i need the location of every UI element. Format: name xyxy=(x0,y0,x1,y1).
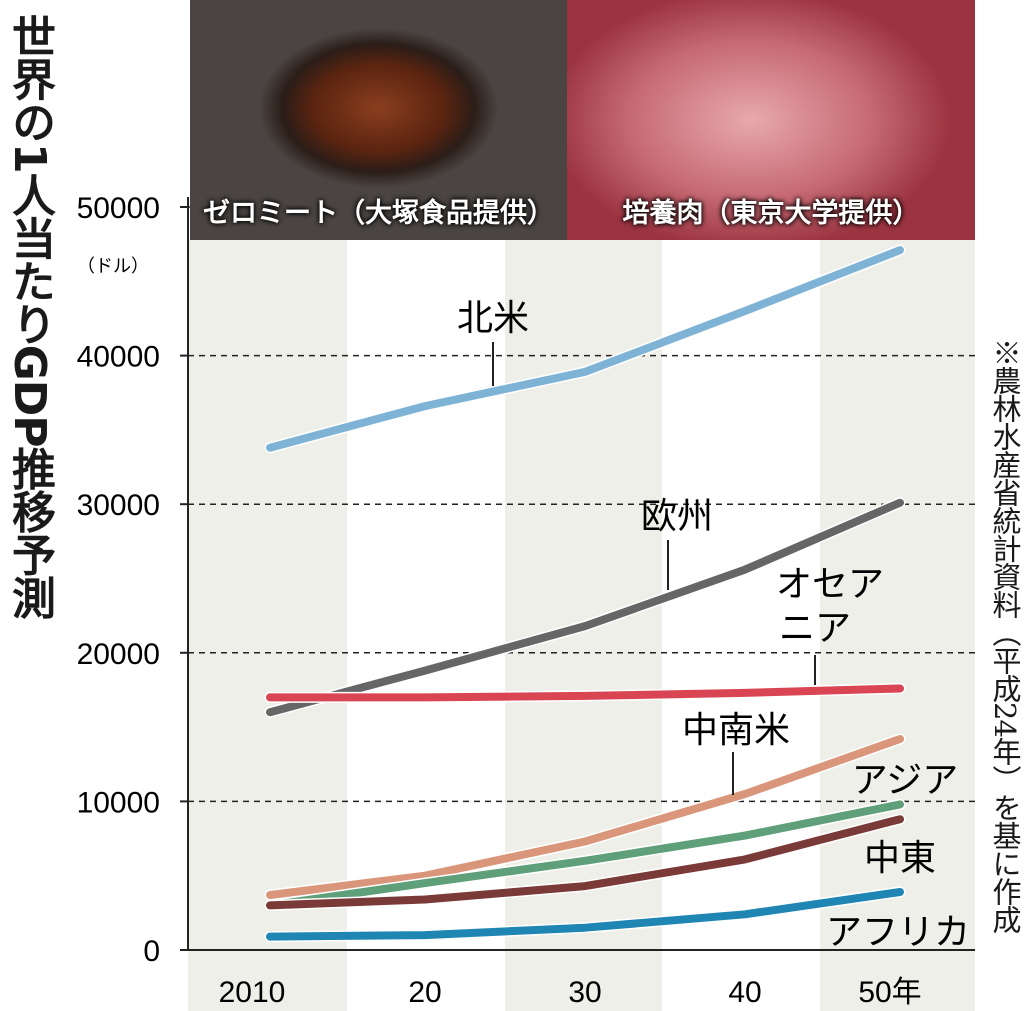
y-tick-label: 10000 xyxy=(77,786,160,819)
series-line-アフリカ xyxy=(266,888,904,941)
series-line-欧州 xyxy=(266,498,904,717)
series-line-アジア xyxy=(266,800,904,910)
y-tick-label: 40000 xyxy=(77,341,160,374)
photo-caption-right: 培養肉（東京大学提供） xyxy=(622,198,920,229)
zero-meat-photo: ゼロミート（大塚食品提供） xyxy=(190,0,567,240)
column-band xyxy=(662,240,820,1011)
cultured-meat-photo: 培養肉（東京大学提供） xyxy=(567,0,975,240)
y-tick-label: 0 xyxy=(143,935,160,968)
series-label: 北米 xyxy=(457,298,529,339)
column-band xyxy=(188,240,347,1011)
chart-title: 世界の1人当たりGDP推移予測 xyxy=(4,14,55,619)
x-tick-label: 30 xyxy=(568,976,601,1009)
column-band xyxy=(820,240,975,1011)
series-line-オセアニア xyxy=(266,684,904,702)
series-label: オセア xyxy=(776,564,884,605)
y-axis-unit: （ドル） xyxy=(77,256,149,277)
x-tick-label: 20 xyxy=(408,976,441,1009)
series-line-中東 xyxy=(266,815,904,910)
series-line-中南米 xyxy=(266,735,904,899)
photo-caption-left: ゼロミート（大塚食品提供） xyxy=(203,198,554,229)
series-label: アジア xyxy=(852,760,959,801)
series-label: 中東 xyxy=(864,838,936,879)
series-label: アフリカ xyxy=(826,912,970,953)
series-label: 中南米 xyxy=(682,710,790,751)
x-tick-label: 2010 xyxy=(219,976,286,1009)
series-line-北米 xyxy=(266,246,904,452)
x-tick-label: 40 xyxy=(728,976,761,1009)
x-tick-label: 50年 xyxy=(858,976,921,1009)
y-tick-label: 20000 xyxy=(77,638,160,671)
y-tick-label: 30000 xyxy=(77,489,160,522)
y-tick-label: 50000 xyxy=(77,192,160,225)
series-label: 欧州 xyxy=(641,496,713,537)
series-label: ニア xyxy=(779,608,851,649)
source-note: ※農林水産省統計資料（平成24年）を基に作成 xyxy=(988,338,1022,933)
